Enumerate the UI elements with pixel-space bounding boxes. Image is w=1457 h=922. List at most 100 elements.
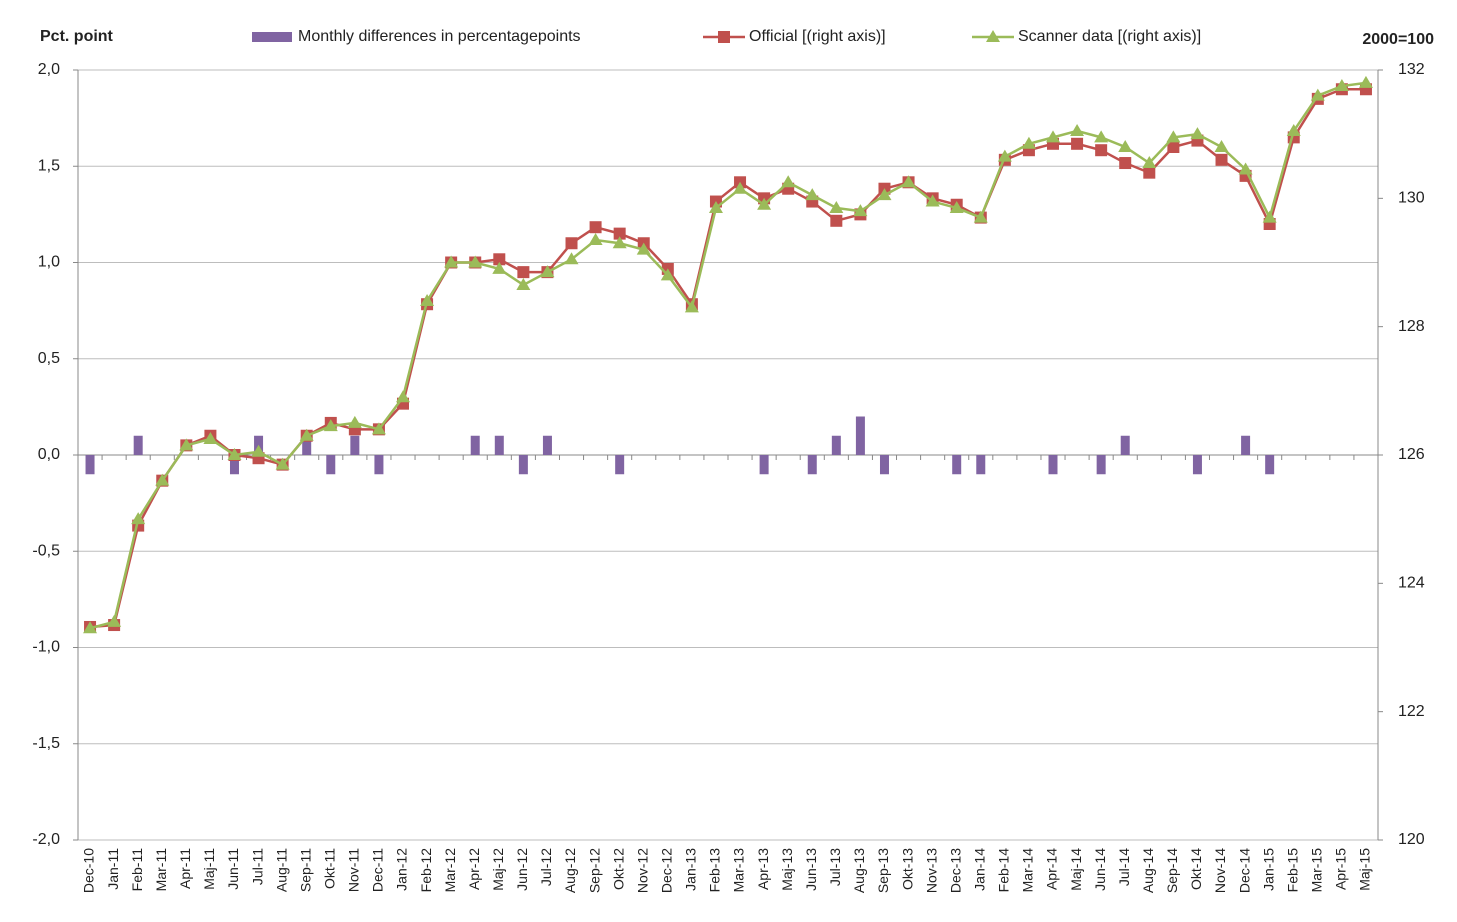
x-tick-label: Nov-13 — [923, 848, 939, 893]
point — [588, 233, 603, 246]
x-tick-label: Aug-14 — [1140, 848, 1156, 893]
bar — [831, 435, 841, 455]
point — [1286, 123, 1301, 136]
point — [949, 200, 964, 213]
legend-label: Official [(right axis)] — [749, 28, 886, 45]
point — [275, 457, 290, 470]
point — [179, 438, 194, 451]
point — [517, 266, 530, 279]
bar — [302, 435, 312, 455]
bar — [470, 435, 480, 455]
point — [853, 204, 868, 217]
point — [203, 431, 218, 444]
x-tick-label: Jan-12 — [394, 848, 410, 891]
bar — [1265, 455, 1275, 475]
x-tick-label: Jun-12 — [514, 848, 530, 891]
point — [733, 181, 748, 194]
y-tick-label: 1,5 — [38, 157, 60, 174]
x-tick-label: Apr-15 — [1333, 848, 1349, 890]
y2-tick-label: 132 — [1398, 61, 1425, 78]
point — [1334, 79, 1349, 92]
point — [1095, 144, 1108, 157]
y-tick-label: 0,5 — [38, 350, 60, 367]
point — [1094, 130, 1109, 143]
point — [660, 268, 675, 281]
x-tick-label: Apr-14 — [1044, 848, 1060, 890]
y-tick-label: -0,5 — [32, 542, 60, 559]
x-tick-label: Dec-14 — [1236, 848, 1252, 893]
x-tick-label: Aug-11 — [273, 848, 289, 892]
y-tick-label: -2,0 — [32, 831, 60, 848]
y-tick-label: 1,0 — [38, 254, 60, 271]
line — [89, 88, 1366, 629]
bar — [976, 455, 986, 475]
x-tick-label: Apr-13 — [755, 848, 771, 890]
point — [1142, 156, 1157, 169]
x-tick-label: Okt-12 — [610, 848, 626, 890]
point — [1143, 166, 1156, 179]
point — [107, 614, 122, 627]
x-tick-label: Mar-11 — [153, 848, 169, 892]
point — [877, 188, 892, 201]
x-tick-label: Dec-10 — [81, 848, 97, 893]
line — [89, 81, 1367, 630]
x-tick-label: Okt-13 — [899, 848, 915, 890]
y2-axis-title: 2000=100 — [1362, 31, 1434, 48]
series — [83, 75, 1373, 634]
x-tick-label: Apr-11 — [177, 848, 193, 889]
point — [986, 30, 1000, 42]
point — [1071, 137, 1084, 150]
point — [901, 175, 916, 188]
bar — [879, 455, 889, 475]
point — [444, 255, 459, 268]
bar — [759, 455, 769, 475]
point — [1190, 127, 1205, 140]
x-tick-label: Okt-14 — [1188, 848, 1204, 890]
point — [1166, 130, 1181, 143]
y2-tick-label: 120 — [1398, 831, 1425, 848]
x-tick-label: Sep-11 — [297, 848, 313, 892]
x-tick-label: Maj-12 — [490, 848, 506, 891]
bar — [855, 416, 865, 455]
bar — [1192, 455, 1202, 475]
point — [708, 200, 723, 213]
x-tick-label: Jul-11 — [249, 848, 265, 885]
x-tick-label: Jan-15 — [1260, 848, 1276, 891]
y-axis-title: Pct. point — [40, 28, 114, 45]
point — [781, 175, 796, 188]
point — [468, 255, 483, 268]
point — [492, 261, 507, 274]
x-tick-label: Mar-12 — [442, 848, 458, 893]
x-tick-label: Maj-14 — [1068, 848, 1084, 891]
point — [371, 422, 386, 435]
point — [396, 390, 410, 403]
bar — [133, 435, 143, 455]
x-tick-label: Maj-13 — [779, 848, 795, 891]
x-tick-label: Jan-13 — [683, 848, 699, 891]
point — [251, 444, 266, 457]
point — [805, 188, 820, 201]
point — [493, 253, 506, 266]
y2-tick-label: 130 — [1398, 190, 1425, 207]
y-tick-label: 2,0 — [38, 61, 60, 78]
point — [323, 419, 338, 432]
x-tick-label: Jul-12 — [538, 848, 554, 886]
series — [84, 83, 1372, 633]
point — [830, 214, 843, 227]
bar — [326, 455, 336, 475]
point — [1214, 140, 1229, 152]
x-tick-label: Feb-15 — [1284, 848, 1300, 893]
legend-swatch — [252, 32, 292, 42]
x-tick-label: Jan-14 — [971, 848, 987, 891]
x-tick-label: Nov-12 — [634, 848, 650, 893]
y-tick-label: -1,5 — [32, 735, 60, 752]
y2-tick-label: 126 — [1398, 446, 1425, 463]
x-tick-label: Maj-15 — [1357, 848, 1373, 891]
point — [227, 448, 242, 460]
x-tick-label: Dec-13 — [947, 848, 963, 893]
point — [757, 197, 772, 210]
point — [1238, 162, 1253, 175]
x-tick-label: Mar-13 — [731, 848, 747, 893]
point — [1358, 75, 1373, 88]
